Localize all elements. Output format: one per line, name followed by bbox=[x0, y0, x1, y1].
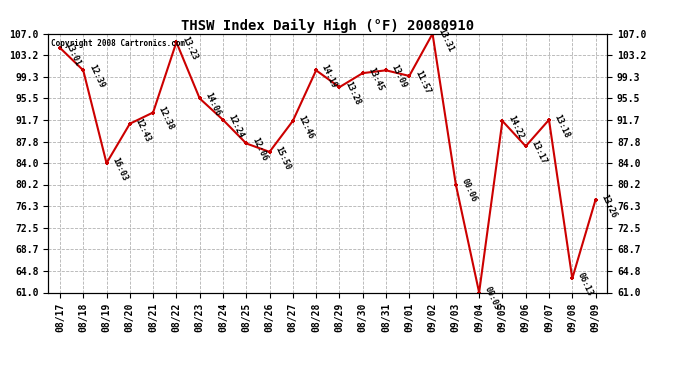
Text: 12:38: 12:38 bbox=[157, 105, 175, 132]
Title: THSW Index Daily High (°F) 20080910: THSW Index Daily High (°F) 20080910 bbox=[181, 18, 474, 33]
Text: 13:45: 13:45 bbox=[366, 66, 385, 93]
Text: 06:13: 06:13 bbox=[576, 272, 595, 298]
Point bbox=[357, 70, 368, 76]
Point bbox=[334, 84, 345, 90]
Text: 13:26: 13:26 bbox=[600, 193, 618, 219]
Point bbox=[380, 68, 391, 74]
Text: 00:05: 00:05 bbox=[483, 285, 502, 312]
Point bbox=[310, 68, 322, 74]
Point bbox=[194, 96, 205, 102]
Text: 11:57: 11:57 bbox=[413, 69, 432, 95]
Point bbox=[217, 117, 228, 123]
Point bbox=[241, 141, 252, 147]
Text: 13:28: 13:28 bbox=[343, 80, 362, 106]
Text: 15:50: 15:50 bbox=[273, 145, 292, 171]
Text: 12:46: 12:46 bbox=[297, 114, 315, 140]
Text: 12:43: 12:43 bbox=[134, 117, 152, 143]
Point bbox=[544, 117, 555, 123]
Point bbox=[520, 143, 531, 149]
Point bbox=[171, 39, 182, 45]
Point bbox=[497, 118, 508, 124]
Point bbox=[101, 160, 112, 166]
Text: 13:18: 13:18 bbox=[553, 113, 571, 139]
Text: 12:39: 12:39 bbox=[87, 63, 106, 90]
Text: 13:17: 13:17 bbox=[529, 139, 548, 166]
Text: 13:31: 13:31 bbox=[436, 27, 455, 53]
Text: 13:09: 13:09 bbox=[390, 63, 408, 90]
Text: 14:22: 14:22 bbox=[506, 114, 525, 140]
Point bbox=[264, 149, 275, 155]
Point bbox=[427, 31, 438, 37]
Point bbox=[148, 110, 159, 116]
Point bbox=[404, 73, 415, 79]
Text: 00:06: 00:06 bbox=[460, 177, 478, 204]
Text: 16:03: 16:03 bbox=[110, 156, 129, 183]
Point bbox=[590, 196, 601, 202]
Point bbox=[124, 121, 135, 127]
Text: 12:06: 12:06 bbox=[250, 136, 268, 163]
Point bbox=[55, 45, 66, 51]
Point bbox=[78, 68, 89, 74]
Text: 13:01: 13:01 bbox=[63, 41, 82, 67]
Text: 12:24: 12:24 bbox=[227, 113, 246, 139]
Point bbox=[287, 118, 298, 124]
Point bbox=[473, 290, 484, 296]
Point bbox=[451, 182, 462, 188]
Point bbox=[566, 275, 578, 281]
Text: Copyright 2008 Cartronics.com: Copyright 2008 Cartronics.com bbox=[51, 39, 185, 48]
Text: 14:06: 14:06 bbox=[204, 92, 222, 118]
Text: 14:19: 14:19 bbox=[320, 63, 339, 90]
Text: 13:23: 13:23 bbox=[180, 35, 199, 62]
